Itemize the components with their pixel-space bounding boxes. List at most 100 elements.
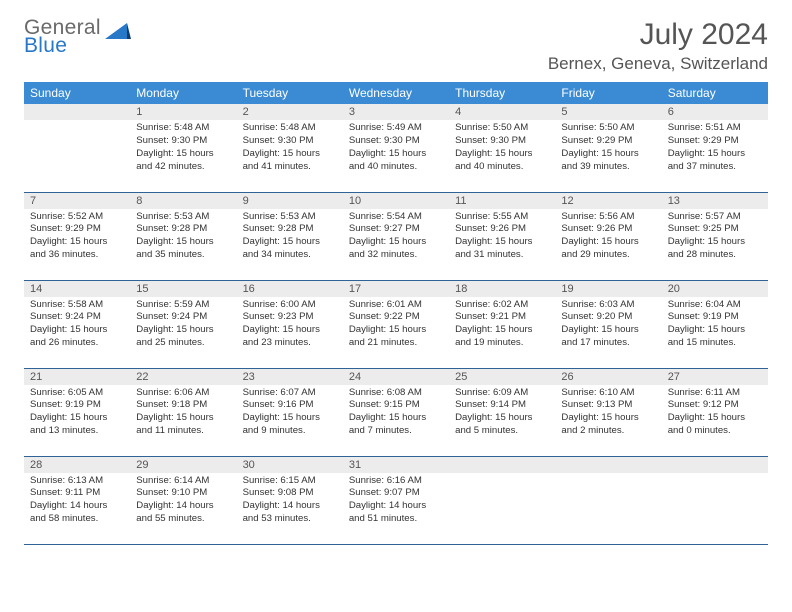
calendar-cell: 31Sunrise: 6:16 AMSunset: 9:07 PMDayligh… <box>343 456 449 544</box>
weekday-header: Sunday <box>24 82 130 104</box>
calendar-cell: 9Sunrise: 5:53 AMSunset: 9:28 PMDaylight… <box>237 192 343 280</box>
day-details: Sunrise: 5:48 AMSunset: 9:30 PMDaylight:… <box>237 120 343 178</box>
day-number: 27 <box>662 369 768 385</box>
day-details: Sunrise: 5:58 AMSunset: 9:24 PMDaylight:… <box>24 297 130 355</box>
logo-text: General Blue <box>24 18 101 56</box>
logo-triangle-icon <box>105 21 131 41</box>
calendar-body: 1Sunrise: 5:48 AMSunset: 9:30 PMDaylight… <box>24 104 768 544</box>
day-number: 12 <box>555 193 661 209</box>
calendar-cell: 7Sunrise: 5:52 AMSunset: 9:29 PMDaylight… <box>24 192 130 280</box>
day-details: Sunrise: 5:57 AMSunset: 9:25 PMDaylight:… <box>662 209 768 267</box>
calendar-cell: 14Sunrise: 5:58 AMSunset: 9:24 PMDayligh… <box>24 280 130 368</box>
day-number: 31 <box>343 457 449 473</box>
title-block: July 2024 Bernex, Geneva, Switzerland <box>548 18 768 74</box>
calendar-cell: 19Sunrise: 6:03 AMSunset: 9:20 PMDayligh… <box>555 280 661 368</box>
day-details <box>24 120 130 126</box>
day-number: 13 <box>662 193 768 209</box>
day-details: Sunrise: 6:01 AMSunset: 9:22 PMDaylight:… <box>343 297 449 355</box>
weekday-row: SundayMondayTuesdayWednesdayThursdayFrid… <box>24 82 768 104</box>
calendar-table: SundayMondayTuesdayWednesdayThursdayFrid… <box>24 82 768 545</box>
weekday-header: Friday <box>555 82 661 104</box>
calendar-cell: 26Sunrise: 6:10 AMSunset: 9:13 PMDayligh… <box>555 368 661 456</box>
day-details: Sunrise: 5:48 AMSunset: 9:30 PMDaylight:… <box>130 120 236 178</box>
calendar-cell: 30Sunrise: 6:15 AMSunset: 9:08 PMDayligh… <box>237 456 343 544</box>
day-number: 1 <box>130 104 236 120</box>
weekday-header: Tuesday <box>237 82 343 104</box>
day-details: Sunrise: 6:07 AMSunset: 9:16 PMDaylight:… <box>237 385 343 443</box>
day-details: Sunrise: 5:50 AMSunset: 9:30 PMDaylight:… <box>449 120 555 178</box>
day-details: Sunrise: 6:10 AMSunset: 9:13 PMDaylight:… <box>555 385 661 443</box>
calendar-cell: 28Sunrise: 6:13 AMSunset: 9:11 PMDayligh… <box>24 456 130 544</box>
day-number: 19 <box>555 281 661 297</box>
day-number: 25 <box>449 369 555 385</box>
day-details: Sunrise: 6:06 AMSunset: 9:18 PMDaylight:… <box>130 385 236 443</box>
day-details: Sunrise: 5:50 AMSunset: 9:29 PMDaylight:… <box>555 120 661 178</box>
day-details: Sunrise: 6:13 AMSunset: 9:11 PMDaylight:… <box>24 473 130 531</box>
day-number: 22 <box>130 369 236 385</box>
day-details: Sunrise: 6:02 AMSunset: 9:21 PMDaylight:… <box>449 297 555 355</box>
day-number: 18 <box>449 281 555 297</box>
day-number <box>24 104 130 120</box>
weekday-header: Thursday <box>449 82 555 104</box>
calendar-cell: 5Sunrise: 5:50 AMSunset: 9:29 PMDaylight… <box>555 104 661 192</box>
calendar-cell: 29Sunrise: 6:14 AMSunset: 9:10 PMDayligh… <box>130 456 236 544</box>
calendar-week: 21Sunrise: 6:05 AMSunset: 9:19 PMDayligh… <box>24 368 768 456</box>
day-details: Sunrise: 6:11 AMSunset: 9:12 PMDaylight:… <box>662 385 768 443</box>
day-number: 11 <box>449 193 555 209</box>
calendar-week: 28Sunrise: 6:13 AMSunset: 9:11 PMDayligh… <box>24 456 768 544</box>
day-number: 4 <box>449 104 555 120</box>
calendar-cell: 22Sunrise: 6:06 AMSunset: 9:18 PMDayligh… <box>130 368 236 456</box>
day-number: 26 <box>555 369 661 385</box>
calendar-cell <box>555 456 661 544</box>
month-title: July 2024 <box>548 18 768 52</box>
day-number <box>662 457 768 473</box>
calendar-cell: 15Sunrise: 5:59 AMSunset: 9:24 PMDayligh… <box>130 280 236 368</box>
day-details: Sunrise: 5:54 AMSunset: 9:27 PMDaylight:… <box>343 209 449 267</box>
day-number: 15 <box>130 281 236 297</box>
calendar-cell: 16Sunrise: 6:00 AMSunset: 9:23 PMDayligh… <box>237 280 343 368</box>
calendar-cell: 13Sunrise: 5:57 AMSunset: 9:25 PMDayligh… <box>662 192 768 280</box>
day-details: Sunrise: 5:52 AMSunset: 9:29 PMDaylight:… <box>24 209 130 267</box>
day-number: 23 <box>237 369 343 385</box>
day-number <box>449 457 555 473</box>
calendar-cell: 11Sunrise: 5:55 AMSunset: 9:26 PMDayligh… <box>449 192 555 280</box>
day-details: Sunrise: 5:53 AMSunset: 9:28 PMDaylight:… <box>130 209 236 267</box>
day-details <box>555 473 661 479</box>
day-details: Sunrise: 6:04 AMSunset: 9:19 PMDaylight:… <box>662 297 768 355</box>
day-details: Sunrise: 5:51 AMSunset: 9:29 PMDaylight:… <box>662 120 768 178</box>
calendar-cell <box>662 456 768 544</box>
calendar-head: SundayMondayTuesdayWednesdayThursdayFrid… <box>24 82 768 104</box>
day-number: 21 <box>24 369 130 385</box>
weekday-header: Monday <box>130 82 236 104</box>
day-number: 7 <box>24 193 130 209</box>
calendar-cell: 18Sunrise: 6:02 AMSunset: 9:21 PMDayligh… <box>449 280 555 368</box>
calendar-cell: 8Sunrise: 5:53 AMSunset: 9:28 PMDaylight… <box>130 192 236 280</box>
logo: General Blue <box>24 18 131 56</box>
day-number: 16 <box>237 281 343 297</box>
calendar-cell: 2Sunrise: 5:48 AMSunset: 9:30 PMDaylight… <box>237 104 343 192</box>
day-details: Sunrise: 5:55 AMSunset: 9:26 PMDaylight:… <box>449 209 555 267</box>
day-details: Sunrise: 6:03 AMSunset: 9:20 PMDaylight:… <box>555 297 661 355</box>
calendar-week: 14Sunrise: 5:58 AMSunset: 9:24 PMDayligh… <box>24 280 768 368</box>
day-number: 24 <box>343 369 449 385</box>
weekday-header: Saturday <box>662 82 768 104</box>
day-details: Sunrise: 5:53 AMSunset: 9:28 PMDaylight:… <box>237 209 343 267</box>
day-number <box>555 457 661 473</box>
day-number: 28 <box>24 457 130 473</box>
day-number: 10 <box>343 193 449 209</box>
calendar-cell: 12Sunrise: 5:56 AMSunset: 9:26 PMDayligh… <box>555 192 661 280</box>
day-number: 20 <box>662 281 768 297</box>
day-details: Sunrise: 6:15 AMSunset: 9:08 PMDaylight:… <box>237 473 343 531</box>
day-details <box>662 473 768 479</box>
day-number: 8 <box>130 193 236 209</box>
calendar-cell <box>24 104 130 192</box>
calendar-cell: 4Sunrise: 5:50 AMSunset: 9:30 PMDaylight… <box>449 104 555 192</box>
calendar-cell: 25Sunrise: 6:09 AMSunset: 9:14 PMDayligh… <box>449 368 555 456</box>
day-number: 14 <box>24 281 130 297</box>
day-number: 5 <box>555 104 661 120</box>
header: General Blue July 2024 Bernex, Geneva, S… <box>24 18 768 74</box>
calendar-cell <box>449 456 555 544</box>
calendar-cell: 23Sunrise: 6:07 AMSunset: 9:16 PMDayligh… <box>237 368 343 456</box>
day-number: 6 <box>662 104 768 120</box>
day-details: Sunrise: 6:14 AMSunset: 9:10 PMDaylight:… <box>130 473 236 531</box>
